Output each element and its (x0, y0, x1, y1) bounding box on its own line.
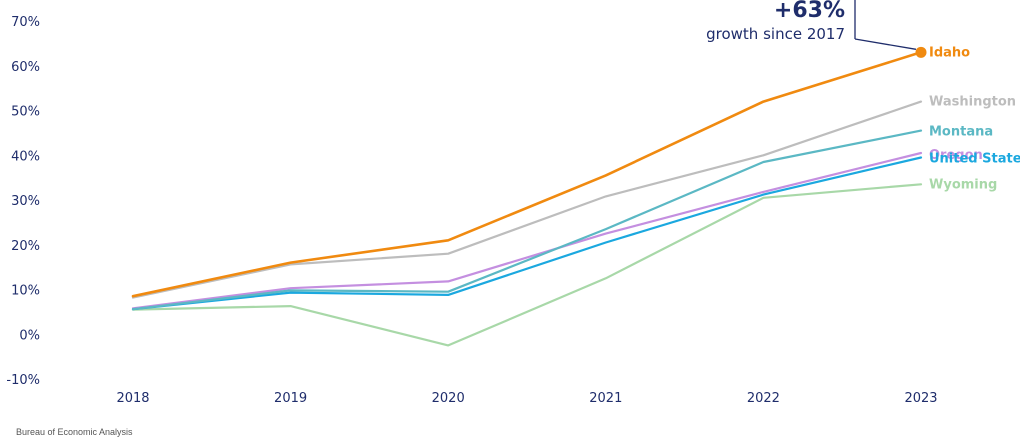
series-line-wyoming (131, 183, 923, 347)
y-tick-label: 30% (11, 194, 40, 209)
y-tick-label: 20% (11, 239, 40, 254)
y-axis: -10% 0% 10% 20% 30% 40% 50% 60% 70% (6, 15, 40, 388)
y-tick-label: 60% (11, 60, 40, 75)
series-label-washington: Washington (929, 95, 1016, 110)
x-tick-label: 2019 (274, 391, 307, 406)
series-label-wyoming: Wyoming (929, 177, 997, 192)
series-line-washington (131, 100, 923, 299)
series-label-montana: Montana (929, 125, 993, 140)
callout-text: growth since 2017 (706, 25, 845, 43)
idaho-end-marker (915, 46, 927, 58)
callout-leader-line (854, 38, 917, 50)
y-tick-label: -10% (6, 373, 40, 388)
x-tick-label: 2022 (747, 391, 780, 406)
x-tick-label: 2021 (589, 391, 622, 406)
y-tick-label: 50% (11, 105, 40, 120)
source-note: Bureau of Economic Analysis (16, 427, 133, 437)
x-axis: 2018 2019 2020 2021 2022 2023 (116, 391, 937, 406)
x-tick-label: 2020 (432, 391, 465, 406)
series-label-united-states: United States (929, 151, 1020, 166)
series-label-oregon: Oregon (929, 148, 983, 163)
growth-callout: +63% growth since 2017 (706, 0, 917, 50)
series-line-montana (131, 129, 923, 311)
x-tick-label: 2023 (904, 391, 937, 406)
y-tick-label: 40% (11, 149, 40, 164)
y-tick-label: 0% (19, 328, 40, 343)
series-line-idaho (131, 50, 923, 298)
series-lines (131, 50, 923, 347)
x-tick-label: 2018 (116, 391, 149, 406)
series-line-united-states (131, 156, 923, 311)
y-tick-label: 70% (11, 15, 40, 30)
callout-value: +63% (774, 0, 845, 23)
y-tick-label: 10% (11, 284, 40, 299)
series-label-idaho: Idaho (929, 45, 970, 60)
series-line-oregon (131, 151, 923, 310)
